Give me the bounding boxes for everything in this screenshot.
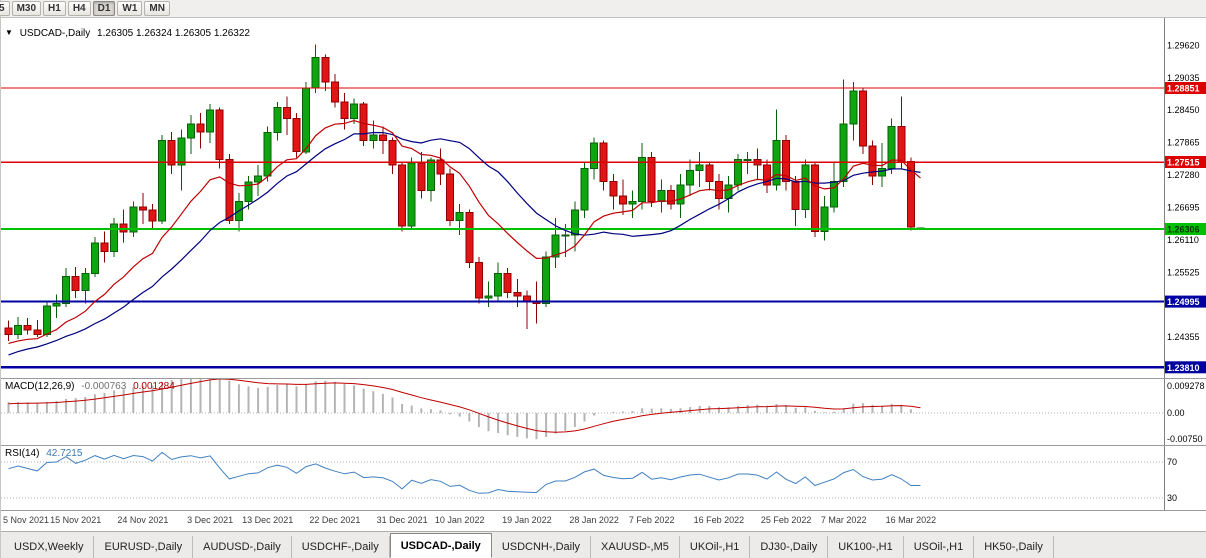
price-badge: 1.24995 [1165, 295, 1206, 308]
rsi-canvas[interactable]: 70 30 [1, 446, 1206, 510]
tab-usdcnh-daily[interactable]: USDCNH-,Daily [492, 536, 592, 558]
tab-hk50-daily[interactable]: HK50-,Daily [974, 536, 1054, 558]
rsi-value: 42.7215 [46, 448, 83, 459]
tab-usoil-h1[interactable]: USOil-,H1 [904, 536, 975, 558]
macd-indicator-name: MACD(12,26,9) [5, 381, 75, 392]
tab-ukoil-h1[interactable]: UKOil-,H1 [680, 536, 751, 558]
tab-xauusd-m5[interactable]: XAUUSD-,M5 [591, 536, 680, 558]
time-axis-label: 19 Jan 2022 [502, 515, 552, 525]
svg-text:1.26110: 1.26110 [1167, 235, 1199, 245]
tab-uk100-h1[interactable]: UK100-,H1 [828, 536, 904, 558]
svg-text:1.28450: 1.28450 [1167, 105, 1200, 115]
price-badge: 1.27515 [1165, 156, 1206, 168]
tab-usdchf-daily[interactable]: USDCHF-,Daily [292, 536, 390, 558]
svg-text:1.29620: 1.29620 [1167, 40, 1200, 50]
tab-eurusd-daily[interactable]: EURUSD-,Daily [94, 536, 194, 558]
timeframe-w1[interactable]: W1 [117, 1, 143, 16]
svg-text:30: 30 [1167, 493, 1177, 503]
svg-text:1.27865: 1.27865 [1167, 138, 1200, 148]
svg-text:1.29035: 1.29035 [1167, 73, 1200, 83]
price-badge: 1.23810 [1165, 361, 1206, 374]
svg-text:1.27280: 1.27280 [1167, 170, 1200, 180]
timeframe-mn[interactable]: MN [144, 1, 170, 16]
timeframe-d1[interactable]: D1 [92, 1, 116, 16]
time-axis-label: 7 Mar 2022 [820, 515, 867, 525]
chart-ohlc-values: 1.26305 1.26324 1.26305 1.26322 [97, 28, 250, 39]
time-axis-label: 10 Jan 2022 [434, 515, 485, 525]
main-chart-panel: 1.29620 1.29035 1.28450 1.27865 1.27280 1.266… [1, 18, 1206, 378]
svg-text:70: 70 [1167, 457, 1177, 467]
time-axis-label: 16 Mar 2022 [885, 515, 937, 525]
time-axis-label: 31 Dec 2021 [376, 515, 428, 525]
svg-text:1.26306: 1.26306 [1167, 224, 1200, 234]
svg-text:1.26695: 1.26695 [1167, 202, 1200, 212]
tab-audusd-daily[interactable]: AUDUSD-,Daily [193, 536, 292, 558]
time-axis-label: 13 Dec 2021 [242, 515, 294, 525]
time-axis-label: 28 Jan 2022 [569, 515, 619, 525]
time-axis-label: 22 Dec 2021 [309, 515, 361, 525]
time-axis-label: 16 Feb 2022 [693, 515, 745, 525]
timeframe-toolbar: 5 M30 H1 H4 D1 W1 MN [0, 0, 1206, 18]
time-axis[interactable]: 5 Nov 2021 15 Nov 2021 24 Nov 2021 3 Dec 20… [1, 510, 1206, 531]
chart-symbol-label: USDCAD-,Daily [19, 28, 91, 39]
time-axis-label: 24 Nov 2021 [117, 515, 169, 525]
price-badge: 1.28851 [1165, 82, 1206, 94]
macd-canvas[interactable]: 0.009278 0.00 -0.00750 [1, 379, 1206, 445]
tab-dj30-daily[interactable]: DJ30-,Daily [750, 536, 829, 558]
rsi-indicator-name: RSI(14) [5, 448, 40, 459]
time-axis-label: 7 Feb 2022 [628, 515, 675, 525]
svg-text:1.27515: 1.27515 [1167, 158, 1200, 168]
tab-usdx-weekly[interactable]: USDX,Weekly [4, 536, 95, 558]
main-chart-canvas[interactable]: 1.29620 1.29035 1.28450 1.27865 1.27280 1.266… [1, 18, 1206, 378]
svg-text:1.24995: 1.24995 [1167, 297, 1200, 307]
svg-text:1.28851: 1.28851 [1167, 84, 1200, 94]
rsi-panel: 70 30 RSI(14) 42.7215 [1, 445, 1206, 510]
price-badge: 1.26306 [1165, 223, 1206, 235]
svg-text:1.25525: 1.25525 [1167, 267, 1200, 277]
svg-text:-0.00750: -0.00750 [1167, 434, 1203, 444]
timeframe-5[interactable]: 5 [0, 1, 10, 16]
timeframe-h4[interactable]: H4 [67, 1, 91, 16]
chart-quote-line: ▼ USDCAD-,Daily 1.26305 1.26324 1.26305 … [5, 28, 254, 39]
time-axis-label: 5 Nov 2021 [3, 515, 50, 525]
svg-text:1.23810: 1.23810 [1167, 363, 1200, 373]
svg-text:0.009278: 0.009278 [1167, 381, 1205, 391]
time-axis-label: 3 Dec 2021 [187, 515, 234, 525]
macd-signal-value: 0.001284 [133, 381, 175, 392]
tab-usdcad-daily[interactable]: USDCAD-,Daily [389, 533, 492, 558]
timeframe-h1[interactable]: H1 [43, 1, 66, 16]
svg-text:1.24355: 1.24355 [1167, 332, 1200, 342]
macd-panel: 0.009278 0.00 -0.00750 MACD(12,26,9) -0.00… [1, 378, 1206, 445]
macd-main-value: -0.000763 [81, 381, 127, 392]
time-axis-label: 15 Nov 2021 [50, 515, 102, 525]
timeframe-m30[interactable]: M30 [11, 1, 42, 16]
chart-tabs-bar: USDX,Weekly EURUSD-,Daily AUDUSD-,Daily USD… [1, 531, 1206, 558]
symbol-marker-icon: ▼ [5, 28, 13, 37]
svg-text:0.00: 0.00 [1167, 408, 1185, 418]
time-axis-label: 25 Feb 2022 [760, 515, 812, 525]
rsi-label: RSI(14) 42.7215 [5, 448, 86, 459]
macd-label: MACD(12,26,9) -0.000763 0.001284 [5, 381, 179, 392]
